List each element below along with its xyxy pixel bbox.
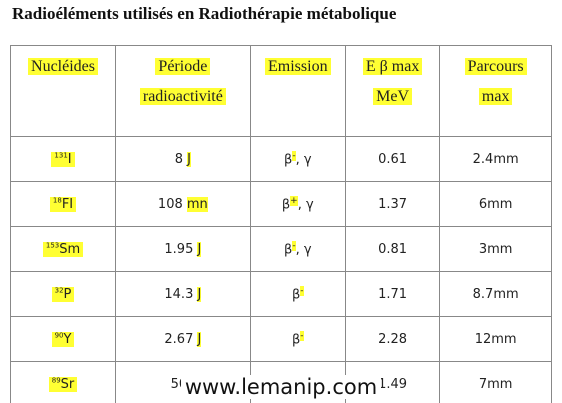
header-text: Parcours <box>464 58 527 75</box>
period-value: 108 <box>157 196 183 212</box>
header-text: Période <box>155 58 211 75</box>
nuclide-cell: 32P <box>9 271 117 317</box>
mass-number: 153 <box>45 241 60 250</box>
emission-cell: β-, γ <box>249 226 346 272</box>
period-cell: 8 J <box>115 136 251 182</box>
mass-number: 18 <box>52 196 62 205</box>
energy-cell: 2.28 <box>344 316 441 362</box>
nuclide-cell: 131I <box>9 136 117 182</box>
period-value: 1.95 <box>164 241 194 257</box>
header-text: Emission <box>265 58 331 75</box>
nuclide: 18FI <box>49 196 77 212</box>
charge: - <box>300 330 304 341</box>
period-cell: 108 mn <box>115 181 251 227</box>
particle: β <box>292 287 301 303</box>
symbol: I <box>67 151 72 167</box>
emission-cell: β- <box>249 316 346 362</box>
mass-number: 90 <box>54 331 64 340</box>
period-unit: mn <box>186 196 208 212</box>
charge: + <box>290 195 298 206</box>
header-row: Nucléides Période radioactivité Emission E β… <box>9 45 552 137</box>
period-cell: 2.67 J <box>115 316 251 362</box>
range-cell: 2.4mm <box>439 136 552 182</box>
header-cell: E β max MeV <box>344 45 441 137</box>
symbol: FI <box>61 196 74 212</box>
symbol: Sr <box>60 376 75 392</box>
particle: β <box>284 152 293 168</box>
header-cell: Parcours max <box>439 45 552 137</box>
header-text: MeV <box>373 88 413 105</box>
nuclide-cell: 18FI <box>9 181 117 227</box>
particle: β <box>292 332 301 348</box>
table: Nucléides Période radioactivité Emission E β… <box>9 45 552 403</box>
symbol: P <box>63 286 72 302</box>
charge: - <box>292 240 296 251</box>
period-unit: J <box>197 286 202 302</box>
header-text: Nucléides <box>28 58 98 75</box>
energy-cell: 1.37 <box>344 181 441 227</box>
header-text: E β max <box>362 58 423 75</box>
header-cell: Emission <box>249 45 346 137</box>
nuclide-cell: 153Sm <box>9 226 117 272</box>
mass-number: 89 <box>51 376 61 385</box>
energy-cell: 0.61 <box>344 136 441 182</box>
nuclide-cell: 89Sr <box>9 361 117 403</box>
header-cell: Période radioactivité <box>115 45 251 137</box>
period-cell: 14.3 J <box>115 271 251 317</box>
period-unit: J <box>197 331 202 347</box>
mass-number: 32 <box>54 286 64 295</box>
period-cell: 1.95 J <box>115 226 251 272</box>
nuclide: 90Y <box>51 331 75 347</box>
mass-number: 131 <box>54 151 68 160</box>
charge: - <box>300 285 304 296</box>
emission-cell: β+, γ <box>249 181 346 227</box>
emission-extra: , γ <box>295 242 312 258</box>
particle: β <box>284 242 293 258</box>
header-text: max <box>478 88 513 105</box>
range-cell: 12mm <box>439 316 552 362</box>
table-row: 18FI 108 mn β+, γ 1.37 6mm <box>9 181 552 227</box>
energy-cell: 0.81 <box>344 226 441 272</box>
energy-cell: 1.71 <box>344 271 441 317</box>
period-value: 2.67 <box>164 331 194 347</box>
emission-cell: β- <box>249 271 346 317</box>
header-cell: Nucléides <box>9 45 117 137</box>
range-cell: 8.7mm <box>439 271 552 317</box>
emission-extra: , γ <box>297 197 314 213</box>
period-value: 14.3 <box>164 286 194 302</box>
emission-cell: β-, γ <box>249 136 346 182</box>
charge: - <box>292 150 296 161</box>
nuclide: 32P <box>51 286 75 302</box>
nuclide: 153Sm <box>42 241 84 257</box>
header-text: radioactivité <box>139 88 226 105</box>
period-unit: J <box>197 241 202 257</box>
symbol: Y <box>63 331 72 347</box>
title: Radioéléments utilisés en Radiothérapie … <box>12 4 397 23</box>
range-cell: 3mm <box>439 226 552 272</box>
nuclide: 89Sr <box>48 376 78 392</box>
particle: β <box>281 197 291 213</box>
footer: www.lemanip.com <box>0 375 562 399</box>
period-value: 8 <box>174 151 183 167</box>
range-cell: 6mm <box>439 181 552 227</box>
emission-extra: , γ <box>295 152 312 168</box>
nuclide-cell: 90Y <box>9 316 117 362</box>
nuclide: 131I <box>51 151 75 167</box>
symbol: Sm <box>59 241 81 257</box>
range-cell: 7mm <box>439 361 552 403</box>
period-unit: J <box>187 151 191 167</box>
footer-text: www.lemanip.com <box>180 375 382 399</box>
